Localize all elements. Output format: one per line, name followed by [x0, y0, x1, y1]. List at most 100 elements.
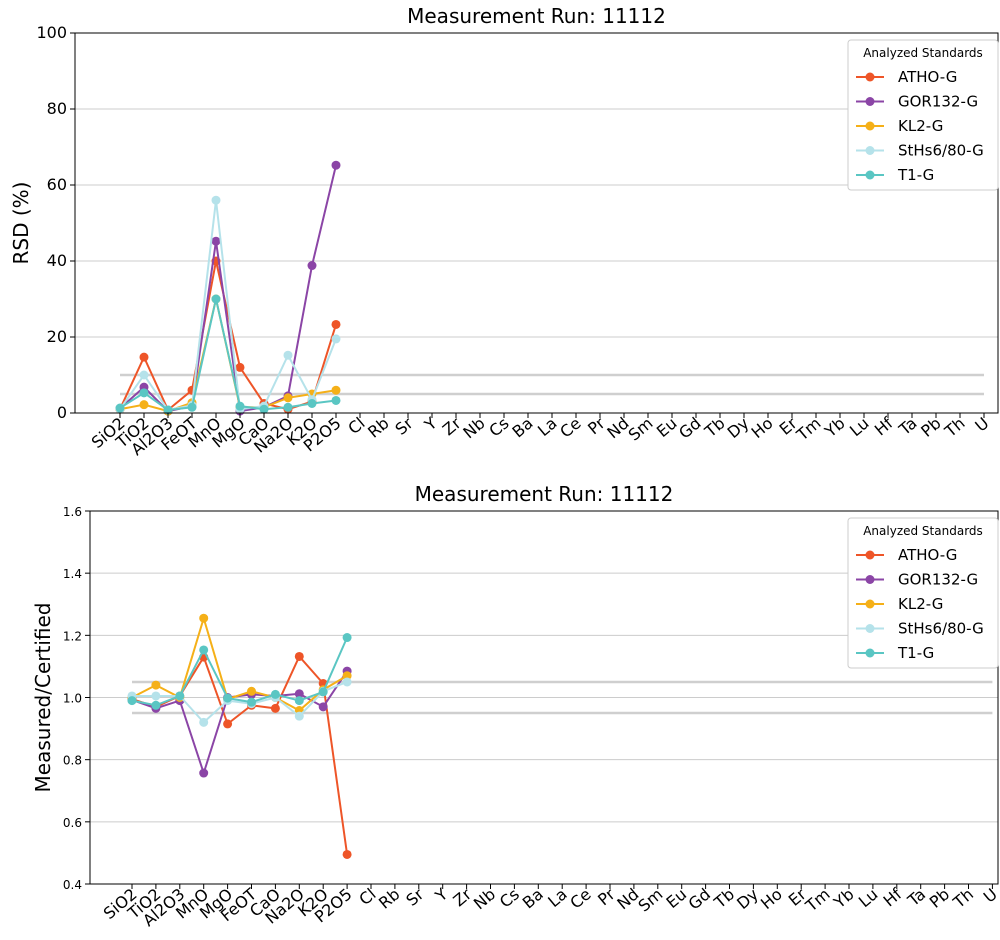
legend-swatch-marker [865, 550, 875, 560]
x-tick-label: Ce [566, 885, 594, 913]
legend-label: T1-G [897, 644, 934, 662]
data-point [247, 697, 256, 707]
x-tick-label: Lu [855, 885, 882, 912]
x-tick-label: Yb [829, 885, 857, 913]
x-tick-label: Rb [375, 885, 404, 913]
data-point [151, 691, 161, 701]
data-point [307, 261, 317, 271]
data-point [199, 717, 209, 727]
series-line [131, 670, 348, 777]
x-tick-label: U [980, 885, 1000, 907]
data-point [283, 350, 293, 360]
legend-label: ATHO-G [898, 68, 957, 86]
data-point [294, 696, 304, 706]
chart-title: Measurement Run: 11112 [407, 4, 666, 28]
data-point [283, 402, 293, 412]
y-axis-label: RSD (%) [9, 182, 33, 265]
data-point [270, 689, 280, 699]
x-tick-label: Ho [748, 414, 777, 443]
legend-box [847, 517, 999, 669]
data-point [331, 385, 341, 395]
data-point [199, 645, 209, 655]
data-point [331, 160, 341, 170]
x-tick-label: Ba [508, 414, 536, 442]
series-line [119, 200, 337, 412]
y-tick-label: 1.0 [63, 692, 82, 706]
data-point [235, 401, 245, 411]
data-point [307, 399, 317, 408]
y-tick-label: 0 [57, 403, 67, 422]
data-point [211, 294, 221, 304]
data-point [199, 613, 209, 623]
legend-swatch-marker [865, 97, 875, 106]
y-tick-label: 100 [36, 23, 67, 42]
x-tick-label: Nb [459, 414, 488, 443]
data-point [211, 195, 221, 205]
x-tick-label: Ce [556, 414, 584, 442]
legend-label: StHs6/80-G [898, 620, 984, 638]
x-tick-label: Sm [634, 885, 666, 916]
y-tick-label: 0.6 [63, 816, 82, 830]
data-point [223, 693, 233, 703]
legend-label: ATHO-G [898, 546, 957, 564]
data-point [342, 849, 352, 859]
data-point [211, 236, 221, 246]
legend-title: Analyzed Standards [863, 46, 983, 60]
data-point [342, 671, 352, 681]
x-tick-label: Pb [917, 414, 944, 441]
y-axis-label: Measured/Certified [31, 603, 55, 793]
series-line [131, 654, 349, 855]
data-point [235, 362, 245, 372]
data-point [139, 370, 149, 380]
data-point [294, 689, 304, 699]
data-point [151, 700, 161, 710]
data-point [187, 402, 197, 412]
data-point [139, 400, 149, 410]
y-tick-label: 1.2 [63, 629, 82, 643]
series-line [132, 681, 348, 724]
y-tick-label: 1.6 [63, 505, 82, 519]
legend-label: KL2-G [898, 595, 943, 613]
data-point [115, 403, 125, 413]
x-tick-label: Sm [625, 414, 657, 445]
x-tick-label: Ho [757, 885, 786, 914]
ratio-chart: 0.40.60.81.01.21.41.6SiO2TiO2Al2O3MnOMgO… [31, 482, 1000, 930]
x-tick-label: Th [949, 885, 977, 913]
data-point [283, 393, 293, 403]
data-point [331, 395, 341, 405]
x-tick-label: Hf [880, 884, 906, 910]
x-tick-label: Tm [801, 885, 833, 916]
data-point [199, 768, 209, 778]
series-line [119, 165, 337, 413]
y-tick-label: 80 [47, 99, 67, 118]
data-point [139, 388, 149, 398]
x-tick-label: Y [431, 884, 452, 906]
legend-label: StHs6/80-G [898, 142, 984, 160]
y-tick-label: 0.8 [63, 754, 82, 768]
legend-label: GOR132-G [898, 93, 978, 111]
y-tick-label: 60 [47, 175, 67, 194]
x-tick-label: Yb [820, 414, 848, 442]
x-tick-label: Sr [402, 884, 427, 910]
x-tick-label: U [971, 414, 992, 436]
series-line [131, 637, 349, 707]
data-point [247, 686, 256, 696]
x-tick-label: Y [420, 413, 441, 435]
data-point [270, 703, 280, 713]
data-point [259, 404, 269, 414]
y-tick-label: 20 [47, 327, 67, 346]
data-point [151, 680, 161, 690]
legend-label: GOR132-G [898, 571, 978, 589]
x-tick-label: Gd [675, 414, 704, 443]
data-point [318, 702, 328, 712]
x-tick-label: Nb [470, 885, 499, 914]
legend-label: KL2-G [898, 117, 943, 135]
legend-swatch-marker [865, 575, 875, 584]
legend-label: T1-G [897, 166, 934, 184]
data-point [127, 696, 137, 706]
axes-frame [74, 32, 999, 414]
x-tick-label: Th [940, 414, 968, 442]
y-tick-label: 1.4 [63, 567, 82, 581]
data-point [294, 711, 304, 721]
